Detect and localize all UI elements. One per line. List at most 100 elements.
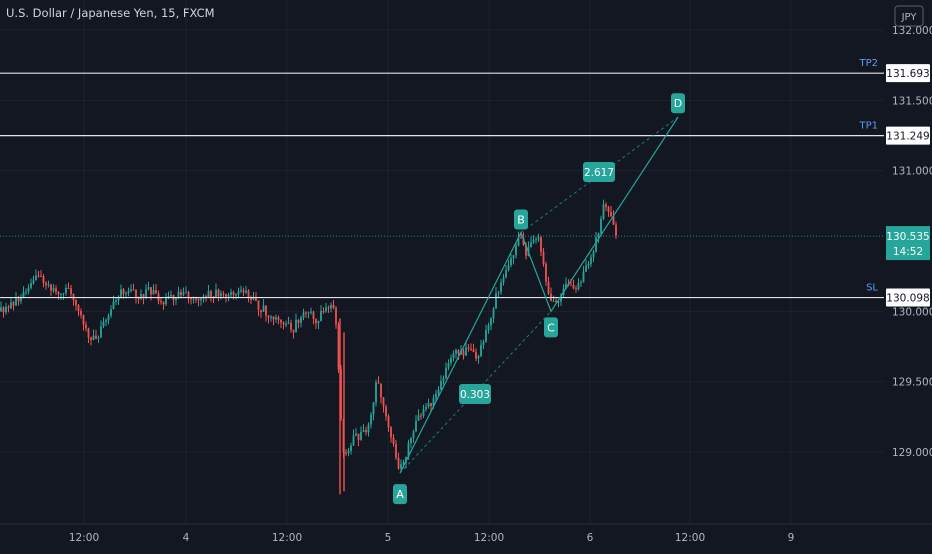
- ratio-b-d[interactable]: 2.617: [583, 162, 615, 182]
- candle: [380, 383, 382, 404]
- candle: [335, 305, 337, 329]
- ratio-a-c[interactable]: 0.303: [459, 384, 491, 404]
- candle: [450, 354, 452, 366]
- candle: [435, 389, 437, 401]
- candle: [472, 343, 475, 353]
- candle: [437, 386, 440, 397]
- candle-body: [347, 450, 350, 453]
- candle: [577, 278, 580, 291]
- currency-badge[interactable]: JPY: [894, 5, 924, 27]
- candle-body: [387, 416, 390, 428]
- current-price-box: [886, 226, 930, 261]
- candle: [490, 317, 492, 331]
- candle: [290, 319, 292, 333]
- candle: [325, 302, 327, 314]
- candle-body: [260, 310, 262, 312]
- candle-body: [515, 245, 517, 256]
- price-axis[interactable]: 129.000 129.500 130.000 131.000 131.500 132.0…: [886, 5, 932, 459]
- candle: [505, 265, 507, 279]
- ratio-badge: [459, 384, 491, 404]
- level-tp1[interactable]: TP1 131.249: [0, 121, 930, 145]
- candle: [245, 285, 247, 295]
- candle-body: [547, 281, 550, 294]
- candle-body: [292, 329, 295, 333]
- harmonic-pattern[interactable]: A B C D 0.303 2.617: [393, 93, 685, 505]
- candle-body: [132, 289, 135, 291]
- candle: [517, 231, 520, 247]
- candle-body: [45, 282, 47, 286]
- pattern-point-d[interactable]: D: [671, 93, 685, 114]
- level-tp2[interactable]: TP2 131.693: [0, 58, 930, 83]
- pattern-point-a[interactable]: A: [393, 484, 407, 505]
- price-tick-label: 131.000: [892, 166, 932, 178]
- candle: [55, 285, 57, 296]
- candle-body: [430, 403, 432, 407]
- level-label: TP1: [858, 121, 878, 132]
- candle-body: [512, 255, 515, 259]
- candle: [232, 290, 235, 300]
- candle: [575, 285, 577, 293]
- price-tick-label: 131.500: [892, 95, 932, 107]
- level-sl[interactable]: SL 130.098: [0, 283, 930, 307]
- candle: [500, 278, 502, 296]
- candle: [297, 319, 300, 329]
- candle: [152, 284, 155, 295]
- candle: [47, 280, 50, 288]
- time-axis[interactable]: 12:00 4 12:00 5 12:00 6 12:00 9: [0, 523, 932, 544]
- price-tick-label: 132.000: [892, 25, 932, 37]
- candle-body: [615, 224, 617, 236]
- candle-body: [352, 435, 355, 446]
- candle-body: [30, 283, 32, 288]
- candle: [20, 293, 22, 305]
- candle-body: [92, 335, 95, 341]
- candle: [300, 315, 302, 328]
- pattern-path[interactable]: [399, 116, 679, 474]
- candle-body: [180, 291, 182, 295]
- candle-body: [312, 311, 315, 320]
- candle: [440, 375, 442, 391]
- candle: [240, 285, 242, 294]
- candle: [315, 318, 317, 329]
- candle: [45, 281, 47, 290]
- candle-body: [252, 297, 255, 300]
- candle: [262, 299, 265, 312]
- candle: [237, 287, 240, 298]
- candle-body: [32, 280, 35, 284]
- candle: [465, 341, 467, 357]
- candle: [605, 202, 607, 212]
- candle: [485, 324, 487, 343]
- point-badge: [393, 484, 407, 505]
- candle: [140, 289, 142, 301]
- candle-body: [400, 464, 402, 469]
- candle-body: [300, 317, 302, 323]
- candle-body: [355, 433, 357, 436]
- candle-body: [577, 282, 580, 290]
- candle-body: [62, 293, 65, 295]
- candle-body: [245, 290, 247, 293]
- candle-body: [107, 315, 110, 321]
- candle: [282, 321, 285, 330]
- candle: [12, 300, 15, 311]
- candle-body: [240, 290, 242, 292]
- candle: [512, 255, 515, 265]
- candle: [120, 284, 122, 299]
- candle: [455, 348, 457, 359]
- pattern-point-c[interactable]: C: [544, 317, 558, 338]
- candle-body: [595, 237, 597, 252]
- candle: [75, 299, 77, 311]
- horizontal-levels[interactable]: TP2 131.693 TP1 131.249 SL 130.098: [0, 58, 930, 307]
- candle-body: [505, 270, 507, 278]
- candle-body: [475, 351, 477, 359]
- pattern-point-b[interactable]: B: [514, 209, 528, 230]
- candle-body: [447, 363, 450, 368]
- candle: [190, 297, 192, 305]
- candle-body: [12, 302, 15, 306]
- candle: [607, 205, 610, 217]
- candle-body: [105, 320, 107, 322]
- candle: [552, 295, 555, 302]
- candle: [580, 279, 582, 288]
- candle-body: [537, 237, 540, 240]
- candle: [30, 278, 32, 290]
